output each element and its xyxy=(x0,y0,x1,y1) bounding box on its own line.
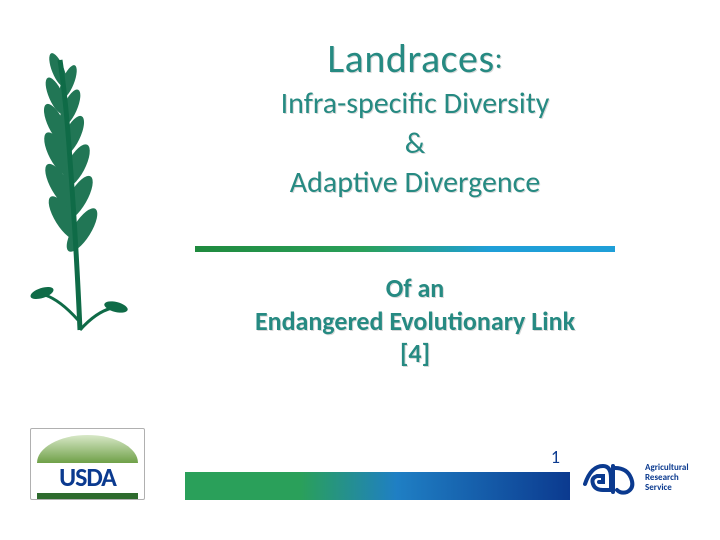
slide: Landraces: Infra-specific Diversity & Ad… xyxy=(0,0,720,540)
subtitle-line-3: [4] xyxy=(170,337,660,370)
title-main: Landraces xyxy=(327,34,494,83)
ars-line-3: Service xyxy=(645,483,689,493)
page-number: 1 xyxy=(551,446,560,468)
title-colon: : xyxy=(495,40,503,77)
title-line-3: & xyxy=(170,125,660,163)
subtitle-line-1: Of an xyxy=(170,272,660,305)
title-block: Landraces: Infra-specific Diversity & Ad… xyxy=(170,34,660,202)
usda-field-graphic xyxy=(37,435,138,463)
ars-logo: Agricultural Research Service xyxy=(583,454,688,502)
ars-mark-icon xyxy=(583,458,641,498)
usda-logo: USDA xyxy=(30,428,145,500)
usda-logo-text: USDA xyxy=(59,461,116,493)
bottom-gradient-bar xyxy=(185,472,570,500)
subtitle-block: Of an Endangered Evolutionary Link [4] xyxy=(170,272,660,370)
ars-text-block: Agricultural Research Service xyxy=(645,463,689,493)
divider-bar xyxy=(195,246,615,252)
title-line-2: Infra-specific Diversity xyxy=(170,85,660,123)
title-main-line: Landraces: xyxy=(170,34,660,83)
wheat-icon xyxy=(20,40,140,340)
title-line-4: Adaptive Divergence xyxy=(170,164,660,202)
subtitle-line-2: Endangered Evolutionary Link xyxy=(170,305,660,338)
usda-stripe xyxy=(37,493,138,499)
